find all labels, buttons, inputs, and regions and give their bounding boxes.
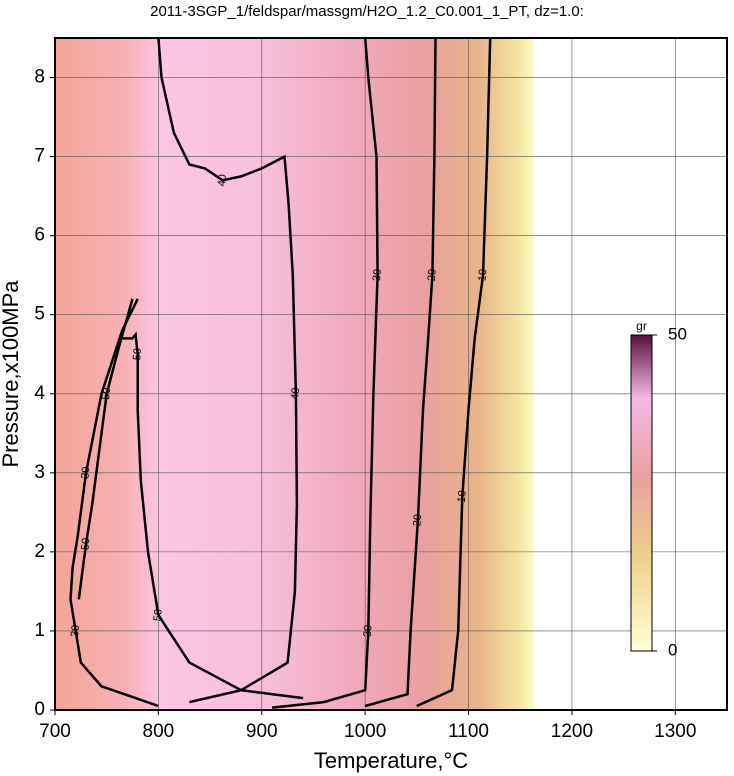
contour-label: 20 [426,269,439,282]
contour-label: 10 [456,490,469,503]
contour-line [122,331,304,700]
contour-label: 30 [371,269,384,282]
x-axis-label: Temperature,°C [314,748,468,773]
contour-label: 30 [362,624,375,637]
y-tick-label: 0 [34,699,45,720]
contour-label: 20 [411,514,424,527]
x-tick-label: 800 [143,721,175,742]
chart-title: 2011-3SGP_1/feldspar/massgm/H2O_1.2_C0.0… [150,3,584,20]
x-tick-label: 1300 [654,721,696,742]
contour-line [157,37,299,704]
contour-line [416,37,492,708]
y-tick-label: 2 [34,541,45,562]
y-tick-label: 6 [34,225,45,246]
y-tick-label: 5 [34,304,45,325]
contour-label: 30 [79,466,92,479]
contour-label: 50 [152,608,165,621]
colorbar [630,334,653,652]
y-tick-label: 8 [34,67,45,88]
contour-line [77,298,134,600]
x-tick-label: 900 [246,721,278,742]
x-tick-label: 1200 [551,721,593,742]
contour-line [364,37,437,708]
plot-background [55,38,727,710]
contour-label: 40 [216,174,229,187]
x-tick-label: 1000 [344,721,386,742]
colorbar-tick-label: 50 [668,324,687,343]
contour-label: 30 [69,624,82,637]
contour-line [271,37,379,709]
colorbar-tick-label: 0 [668,640,677,659]
contour-label: 50 [131,348,144,361]
contour-line [69,298,159,708]
y-tick-label: 7 [34,146,45,167]
colorbar-label: gr [636,319,647,333]
x-tick-label: 1100 [448,721,489,742]
y-tick-label: 1 [34,620,45,641]
y-tick-label: 4 [34,383,45,404]
y-axis-label: Pressure,x100MPa [0,280,23,468]
contour-label: 40 [289,387,302,400]
y-tick-label: 3 [34,462,45,483]
plot-frame [54,37,728,711]
x-tick-label: 700 [39,721,71,742]
contour-label: 50 [79,537,92,550]
contour-label: 10 [476,269,489,282]
